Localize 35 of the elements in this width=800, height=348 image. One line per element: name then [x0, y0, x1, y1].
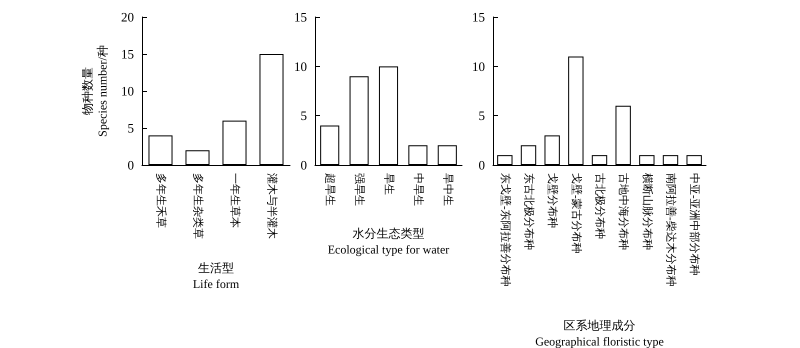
x-tick-label: 灌木与半灌木	[266, 173, 278, 239]
x-tick-label: 超旱生	[324, 173, 337, 206]
x-tick-label: 多年生杂类草	[192, 173, 204, 239]
y-tick-label: 0	[128, 158, 134, 172]
y-tick-label: 15	[121, 46, 134, 62]
x-tick-label: 中亚-亚洲中部分布种	[688, 173, 702, 276]
y-tick-label: 15	[472, 10, 485, 24]
y-tick-label: 5	[300, 108, 307, 124]
y-tick-label: 0	[300, 158, 307, 172]
x-tick-label: 东古北极分布种	[522, 173, 536, 250]
x-tick-label: 戈壁分布种	[546, 173, 560, 228]
y-tick-label: 0	[478, 158, 485, 172]
x-tick-label: 东戈壁-东阿拉善分布种	[498, 173, 512, 287]
y-tick-label: 5	[478, 108, 485, 124]
x-tick-label: 横断山脉分布种	[640, 173, 654, 250]
x-tick-label: 中旱生	[412, 173, 425, 206]
x-tick-label: 强旱生	[353, 173, 366, 206]
y-tick-label: 5	[128, 120, 134, 136]
x-tick-label: 一年生草本	[228, 173, 242, 228]
y-tick-label: 10	[294, 58, 307, 74]
x-tick-label: 旱中生	[441, 173, 454, 206]
x-axis-title: 区系地理成分 Geographical floristic type	[535, 318, 664, 348]
y-tick-label: 20	[121, 10, 134, 24]
x-tick-label: 南阿拉善-柴达木分布种	[664, 173, 678, 287]
x-axis-title: 生活型 Life form	[192, 261, 240, 291]
x-axis-title: 水分生态类型 Ecological type for water	[328, 226, 450, 256]
x-tick-label: 旱生	[382, 173, 396, 195]
x-tick-label: 戈壁-蒙古分布种	[570, 173, 583, 254]
y-tick-label: 10	[121, 84, 134, 98]
y-tick-label: 15	[294, 10, 307, 24]
x-tick-label: 古地中海分布种	[617, 173, 630, 250]
x-tick-label: 多年生禾草	[154, 173, 168, 228]
y-tick-label: 10	[472, 58, 485, 74]
x-tick-label: 古北极分布种	[594, 173, 606, 239]
y-axis-title: 物种数量 Species number/种	[80, 45, 110, 137]
